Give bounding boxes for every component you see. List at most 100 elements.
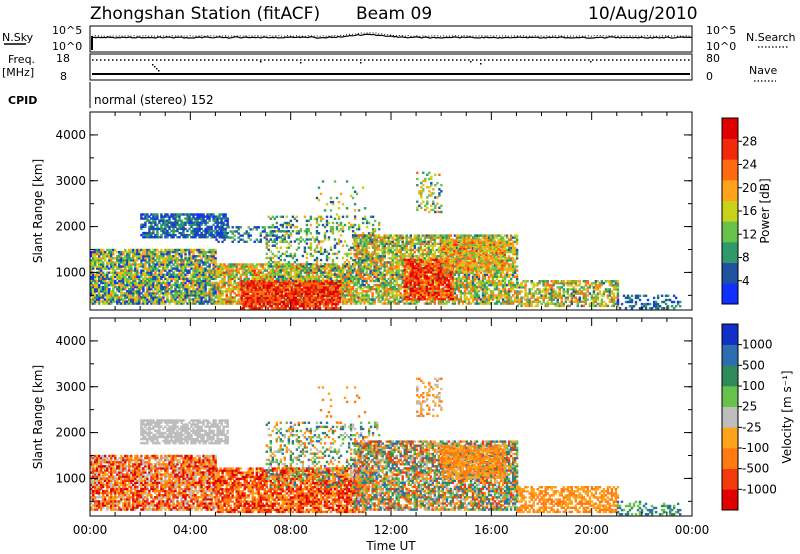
heat-cell	[128, 302, 131, 305]
heat-cell	[166, 213, 169, 216]
heat-cell	[326, 290, 330, 293]
heat-cell	[134, 265, 137, 268]
heat-cell	[112, 263, 115, 266]
heat-cell	[287, 242, 291, 245]
heat-cell	[375, 271, 378, 274]
heat-cell	[351, 258, 355, 262]
heat-cell	[184, 227, 187, 231]
heat-cell	[178, 273, 181, 276]
heat-cell	[124, 273, 127, 276]
heat-cell	[265, 256, 268, 260]
heat-cell	[305, 261, 309, 264]
heat-cell	[162, 296, 165, 299]
heat-cell	[285, 267, 289, 270]
heat-cell	[377, 290, 380, 293]
heat-cell	[320, 294, 324, 297]
heat-cell	[253, 271, 256, 274]
heat-cell	[237, 281, 240, 285]
heat-cell	[196, 223, 199, 226]
heat-cell	[297, 273, 301, 276]
heat-cell	[208, 267, 211, 270]
heat-cell	[335, 221, 339, 225]
heat-cell	[178, 236, 181, 239]
heat-cell	[198, 261, 201, 264]
heat-cell	[227, 279, 230, 283]
heat-cell	[353, 236, 356, 239]
heat-cell	[309, 248, 313, 251]
heat-cell	[144, 302, 147, 305]
heat-cell	[144, 277, 147, 281]
heat-cell	[324, 302, 328, 306]
heat-cell	[231, 263, 234, 266]
heat-cell	[156, 273, 159, 276]
heat-cell	[405, 269, 408, 272]
heat-cell	[130, 257, 133, 260]
heat-cell	[381, 273, 384, 276]
heat-cell	[202, 217, 205, 220]
heat-cell	[353, 294, 356, 297]
heat-cell	[170, 215, 173, 218]
heat-cell	[275, 221, 278, 225]
heat-cell	[176, 227, 179, 231]
heat-cell	[295, 258, 299, 262]
heat-cell	[393, 288, 396, 291]
heat-cell	[401, 234, 404, 237]
heat-cell	[267, 226, 270, 229]
heat-cell	[367, 234, 370, 237]
heat-cell	[204, 261, 207, 264]
heat-cell	[214, 292, 217, 295]
heat-cell	[239, 263, 242, 266]
heat-cell	[331, 269, 335, 272]
heat-cell	[365, 234, 368, 237]
heat-cell	[94, 290, 97, 293]
heat-cell	[156, 300, 159, 303]
heat-cell	[194, 288, 197, 291]
heat-cell	[361, 259, 364, 262]
heat-cell	[208, 298, 211, 301]
heat-cell	[335, 279, 339, 282]
heat-cell	[114, 296, 117, 299]
heat-cell	[176, 261, 179, 264]
heat-cell	[148, 219, 151, 222]
heat-cell	[188, 269, 191, 272]
heat-cell	[146, 257, 149, 260]
heat-cell	[397, 250, 400, 254]
heat-cell	[295, 277, 299, 280]
heat-cell	[415, 259, 418, 262]
heat-cell	[345, 294, 349, 297]
heat-cell	[200, 223, 203, 226]
heat-cell	[334, 307, 338, 310]
heat-cell	[371, 240, 374, 243]
heat-cell	[377, 248, 380, 252]
heat-cell	[341, 269, 345, 272]
heat-cell	[227, 236, 230, 239]
heat-cell	[156, 277, 159, 281]
heat-cell	[294, 305, 298, 308]
heat-cell	[391, 288, 394, 291]
heat-cell	[223, 279, 226, 283]
heat-cell	[132, 263, 135, 266]
heat-cell	[176, 283, 179, 287]
heat-cell	[194, 271, 197, 274]
heat-cell	[383, 273, 386, 276]
heat-cell	[304, 290, 308, 293]
heat-cell	[104, 255, 107, 258]
heat-cell	[288, 307, 292, 310]
heat-cell	[208, 288, 211, 291]
heat-cell	[200, 269, 203, 272]
heat-cell	[212, 223, 215, 226]
heat-cell	[136, 255, 139, 258]
heat-cell	[118, 257, 121, 260]
heat-cell	[403, 302, 406, 305]
heat-cell	[132, 281, 135, 285]
heat-cell	[332, 286, 336, 289]
heat-cell	[313, 275, 317, 278]
heat-cell	[341, 279, 345, 282]
heat-cell	[333, 271, 337, 274]
heat-cell	[296, 292, 300, 295]
heat-cell	[269, 230, 272, 233]
heat-cell	[174, 265, 177, 268]
heat-cell	[264, 284, 267, 287]
heat-cell	[206, 275, 209, 278]
heat-cell	[122, 265, 125, 268]
